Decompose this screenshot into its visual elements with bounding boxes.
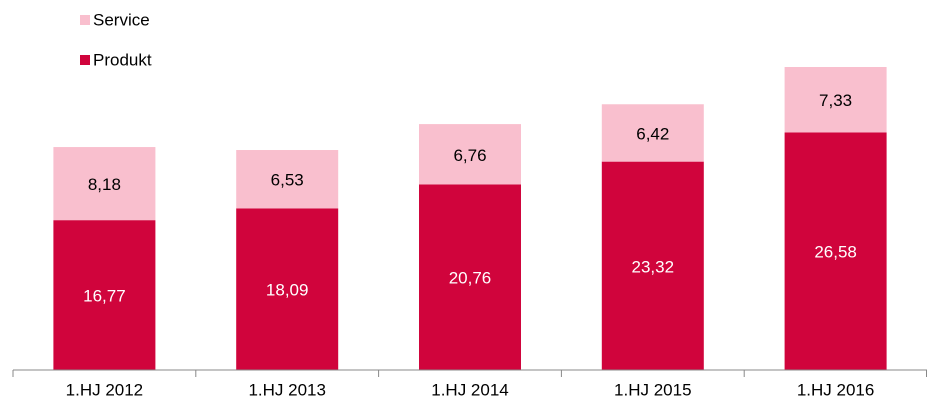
legend-label: Service: [93, 10, 150, 29]
x-tick-label: 1.HJ 2015: [614, 380, 692, 399]
bar-segment: [419, 184, 521, 370]
data-label: 6,42: [636, 124, 669, 143]
data-label: 6,76: [453, 146, 486, 165]
legend-swatch: [80, 55, 90, 65]
bar-segment: [53, 147, 156, 221]
bar-segment: [601, 104, 704, 162]
bar-segment: [784, 67, 887, 133]
bar-segment: [601, 161, 704, 370]
legend-swatch: [80, 15, 90, 25]
data-label: 26,58: [814, 243, 857, 262]
data-label: 20,76: [449, 269, 492, 288]
bar-segment: [419, 124, 521, 185]
legend-label: Produkt: [93, 50, 152, 69]
x-tick-label: 1.HJ 2016: [797, 380, 875, 399]
bar-segment: [784, 132, 887, 370]
x-tick-label: 1.HJ 2012: [66, 380, 144, 399]
bar-segment: [53, 220, 156, 370]
bar-segment: [236, 150, 339, 209]
bar-segment: [236, 208, 339, 370]
data-label: 8,18: [88, 175, 121, 194]
data-label: 6,53: [271, 171, 304, 190]
data-label: 16,77: [83, 287, 126, 306]
x-tick-label: 1.HJ 2014: [431, 380, 509, 399]
x-tick-label: 1.HJ 2013: [248, 380, 326, 399]
data-label: 18,09: [266, 281, 309, 300]
data-label: 23,32: [632, 257, 675, 276]
data-label: 7,33: [819, 91, 852, 110]
